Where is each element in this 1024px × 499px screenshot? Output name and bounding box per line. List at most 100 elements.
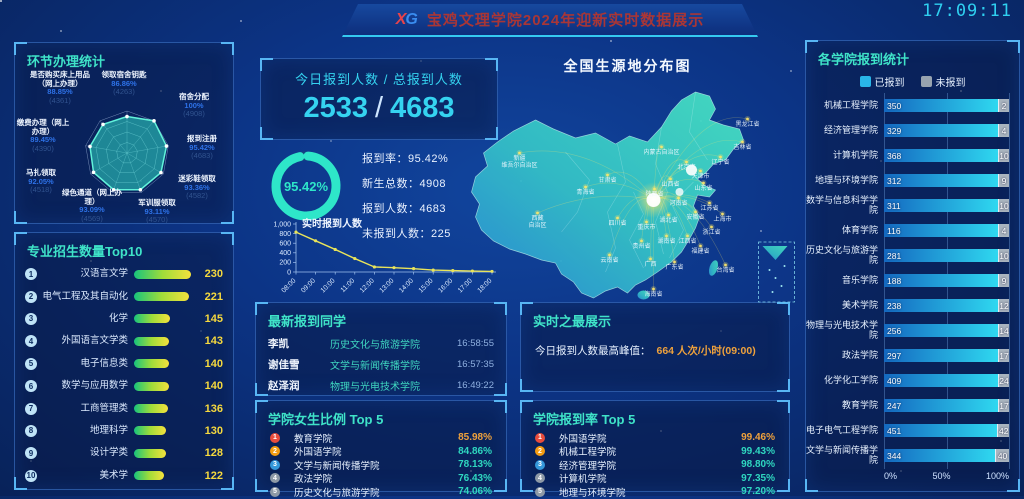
college-bar-row: 电子电气工程学院 451 42: [806, 418, 1019, 443]
major-name: 外国语言文学类: [61, 335, 128, 347]
latest-student-row: 赵泽润 物理与光电技术学院 16:49:22: [256, 375, 506, 396]
reported-segment: 238: [884, 299, 998, 312]
unreported-count: 4: [1001, 225, 1007, 236]
peak-label: 今日报到人数最高峰值：: [535, 345, 651, 357]
panel-realtime-peak: 实时之最展示 今日报到人数最高峰值： 664 人次/小时(09:00): [520, 302, 790, 392]
top5-row: 3 经济管理学院 98.80%: [521, 458, 789, 472]
unreported-count: 17: [999, 350, 1009, 361]
summary-stat-line: 报到人数：4683: [362, 203, 446, 215]
college-bar-row: 物理与光电技术学院 256 14: [806, 318, 1019, 343]
top5-value: 97.35%: [741, 472, 775, 484]
major-bar: [134, 404, 168, 414]
report-rate-donut: 95.42%: [271, 151, 341, 221]
province-label: 自治区: [528, 221, 546, 229]
unreported-segment: 4: [998, 124, 1009, 137]
radar-axis-label: 领取宿舍钥匙 86.86% (4263): [101, 70, 147, 97]
province-label: 辽宁省: [711, 158, 729, 166]
page-title: 宝鸡文理学院2024年迎新实时数据展示: [426, 12, 705, 29]
radar-axis-label: 缴费办理（网上办理） 89.45% (4390): [16, 118, 70, 153]
top5-value: 74.06%: [458, 486, 492, 498]
reported-segment: 409: [884, 374, 998, 387]
province-label: 湖南省: [657, 237, 675, 245]
college-bar: 409 24: [884, 374, 1009, 387]
college-bar-row: 文学与新闻传播学院 344 40: [806, 443, 1019, 468]
panel-majors-top10: 专业招生数量Top10 1 汉语言文学 230 2 电气工程及其自动化 221 3 化学 145…: [14, 232, 234, 490]
panel-title-majors-top10: 专业招生数量Top10: [27, 244, 143, 259]
header-banner: XG 宝鸡文理学院2024年迎新实时数据展示: [342, 4, 758, 37]
major-value: 136: [204, 402, 223, 415]
map-title: 全国生源地分布图: [563, 58, 692, 74]
unreported-count: 12: [999, 300, 1009, 311]
reported-count: 350: [887, 100, 902, 111]
college-bar-row: 计算机学院 368 10: [806, 143, 1019, 168]
major-row: 8 地理科学 130: [15, 420, 233, 442]
province-label: 维吾尔自治区: [501, 161, 537, 169]
radar-axis-label: 马扎领取 92.05% (4518): [26, 168, 56, 195]
province-label: 重庆市: [637, 223, 655, 231]
panel-college-report-stats: 各学院报到统计 已报到 未报到 机械工程学院 350 2 经济管理学院 329 4 计算机学…: [805, 40, 1020, 492]
unreported-segment: 10: [998, 249, 1009, 262]
radar-axis-label: 是否购买床上用品（网上办理） 88.85% (4361): [30, 70, 90, 105]
major-value: 143: [204, 335, 223, 348]
today-total-box: 今日报到人数 / 总报到人数 2533/4683: [260, 58, 498, 140]
radar-axis-label: 报到注册 95.42% (4683): [187, 134, 217, 161]
province-label: 山西省: [661, 180, 679, 188]
major-bar: [134, 269, 191, 279]
rank-badge: 7: [25, 402, 37, 415]
major-bar: [134, 426, 167, 436]
top5-name: 机械工程学院: [559, 447, 617, 459]
major-name: 美术学: [99, 469, 128, 481]
college-bar: 344 40: [884, 449, 1009, 462]
student-college: 物理与光电技术学院: [330, 382, 420, 393]
unreported-count: 2: [1001, 100, 1007, 111]
svg-text:0: 0: [287, 269, 291, 276]
college-name: 政法学院: [841, 349, 878, 360]
donut-arc: [271, 151, 341, 221]
college-bar: 329 4: [884, 124, 1009, 137]
unreported-segment: 9: [998, 174, 1009, 187]
college-x-axis: 0% 50% 100%: [884, 471, 1009, 481]
province-label: 海南省: [644, 290, 662, 298]
svg-text:08:00: 08:00: [280, 277, 297, 294]
province-label: 贵州省: [632, 242, 650, 250]
province-label: 陕西省: [645, 190, 663, 198]
top5-row: 4 政法学院 76.43%: [256, 472, 506, 485]
rank-badge: 2: [25, 290, 37, 303]
top5-row: 2 外国语学院 84.86%: [256, 445, 506, 458]
top5-name: 文学与新闻传播学院: [294, 460, 380, 472]
radar-axis-label: 绿色通道（网上办理） 93.09% (4569): [62, 188, 122, 223]
college-name: 音乐学院: [841, 274, 878, 285]
province-label: 新疆: [513, 154, 525, 162]
top5-value: 85.98%: [458, 432, 492, 444]
major-bar: [134, 359, 169, 369]
major-bar-track: [134, 404, 191, 414]
college-bar: 247 17: [884, 399, 1009, 412]
top5-row: 5 历史文化与旅游学院 74.06%: [256, 485, 506, 499]
major-bar: [134, 471, 165, 481]
line-chart-svg: 0 200 400 600 800 1,000 08:00 09:00 10:00 11:00 12…: [273, 221, 496, 294]
panel-title-female-ratio: 学院女生比例 Top 5: [268, 412, 384, 427]
svg-text:400: 400: [279, 250, 291, 257]
logo-g-glyph: G: [405, 10, 417, 28]
major-value: 230: [204, 268, 223, 281]
reported-segment: 297: [884, 349, 998, 362]
major-row: 9 设计学类 128: [15, 442, 233, 464]
college-bar: 368 10: [884, 149, 1009, 162]
major-bar-track: [134, 471, 191, 481]
college-bar-row: 历史文化与旅游学院 281 10: [806, 243, 1019, 268]
latest-student-row: 谢佳雪 文学与新闻传播学院 16:57:35: [256, 354, 506, 375]
south-china-sea-inset: [758, 241, 795, 303]
top5-value: 84.86%: [458, 445, 492, 457]
today-total-numbers: 2533/4683: [261, 92, 497, 125]
college-name: 经济管理学院: [823, 124, 878, 135]
unreported-segment: 10: [998, 199, 1009, 212]
reported-count: 281: [887, 250, 902, 261]
province-label: 江苏省: [700, 204, 718, 212]
svg-text:11:00: 11:00: [340, 277, 357, 294]
college-name: 化学化工学院: [823, 374, 878, 385]
college-bar: 116 4: [884, 224, 1009, 237]
reported-count: 451: [887, 425, 902, 436]
province-label: 北京市: [677, 163, 695, 171]
college-bar: 238 12: [884, 299, 1009, 312]
unreported-count: 10: [999, 150, 1009, 161]
